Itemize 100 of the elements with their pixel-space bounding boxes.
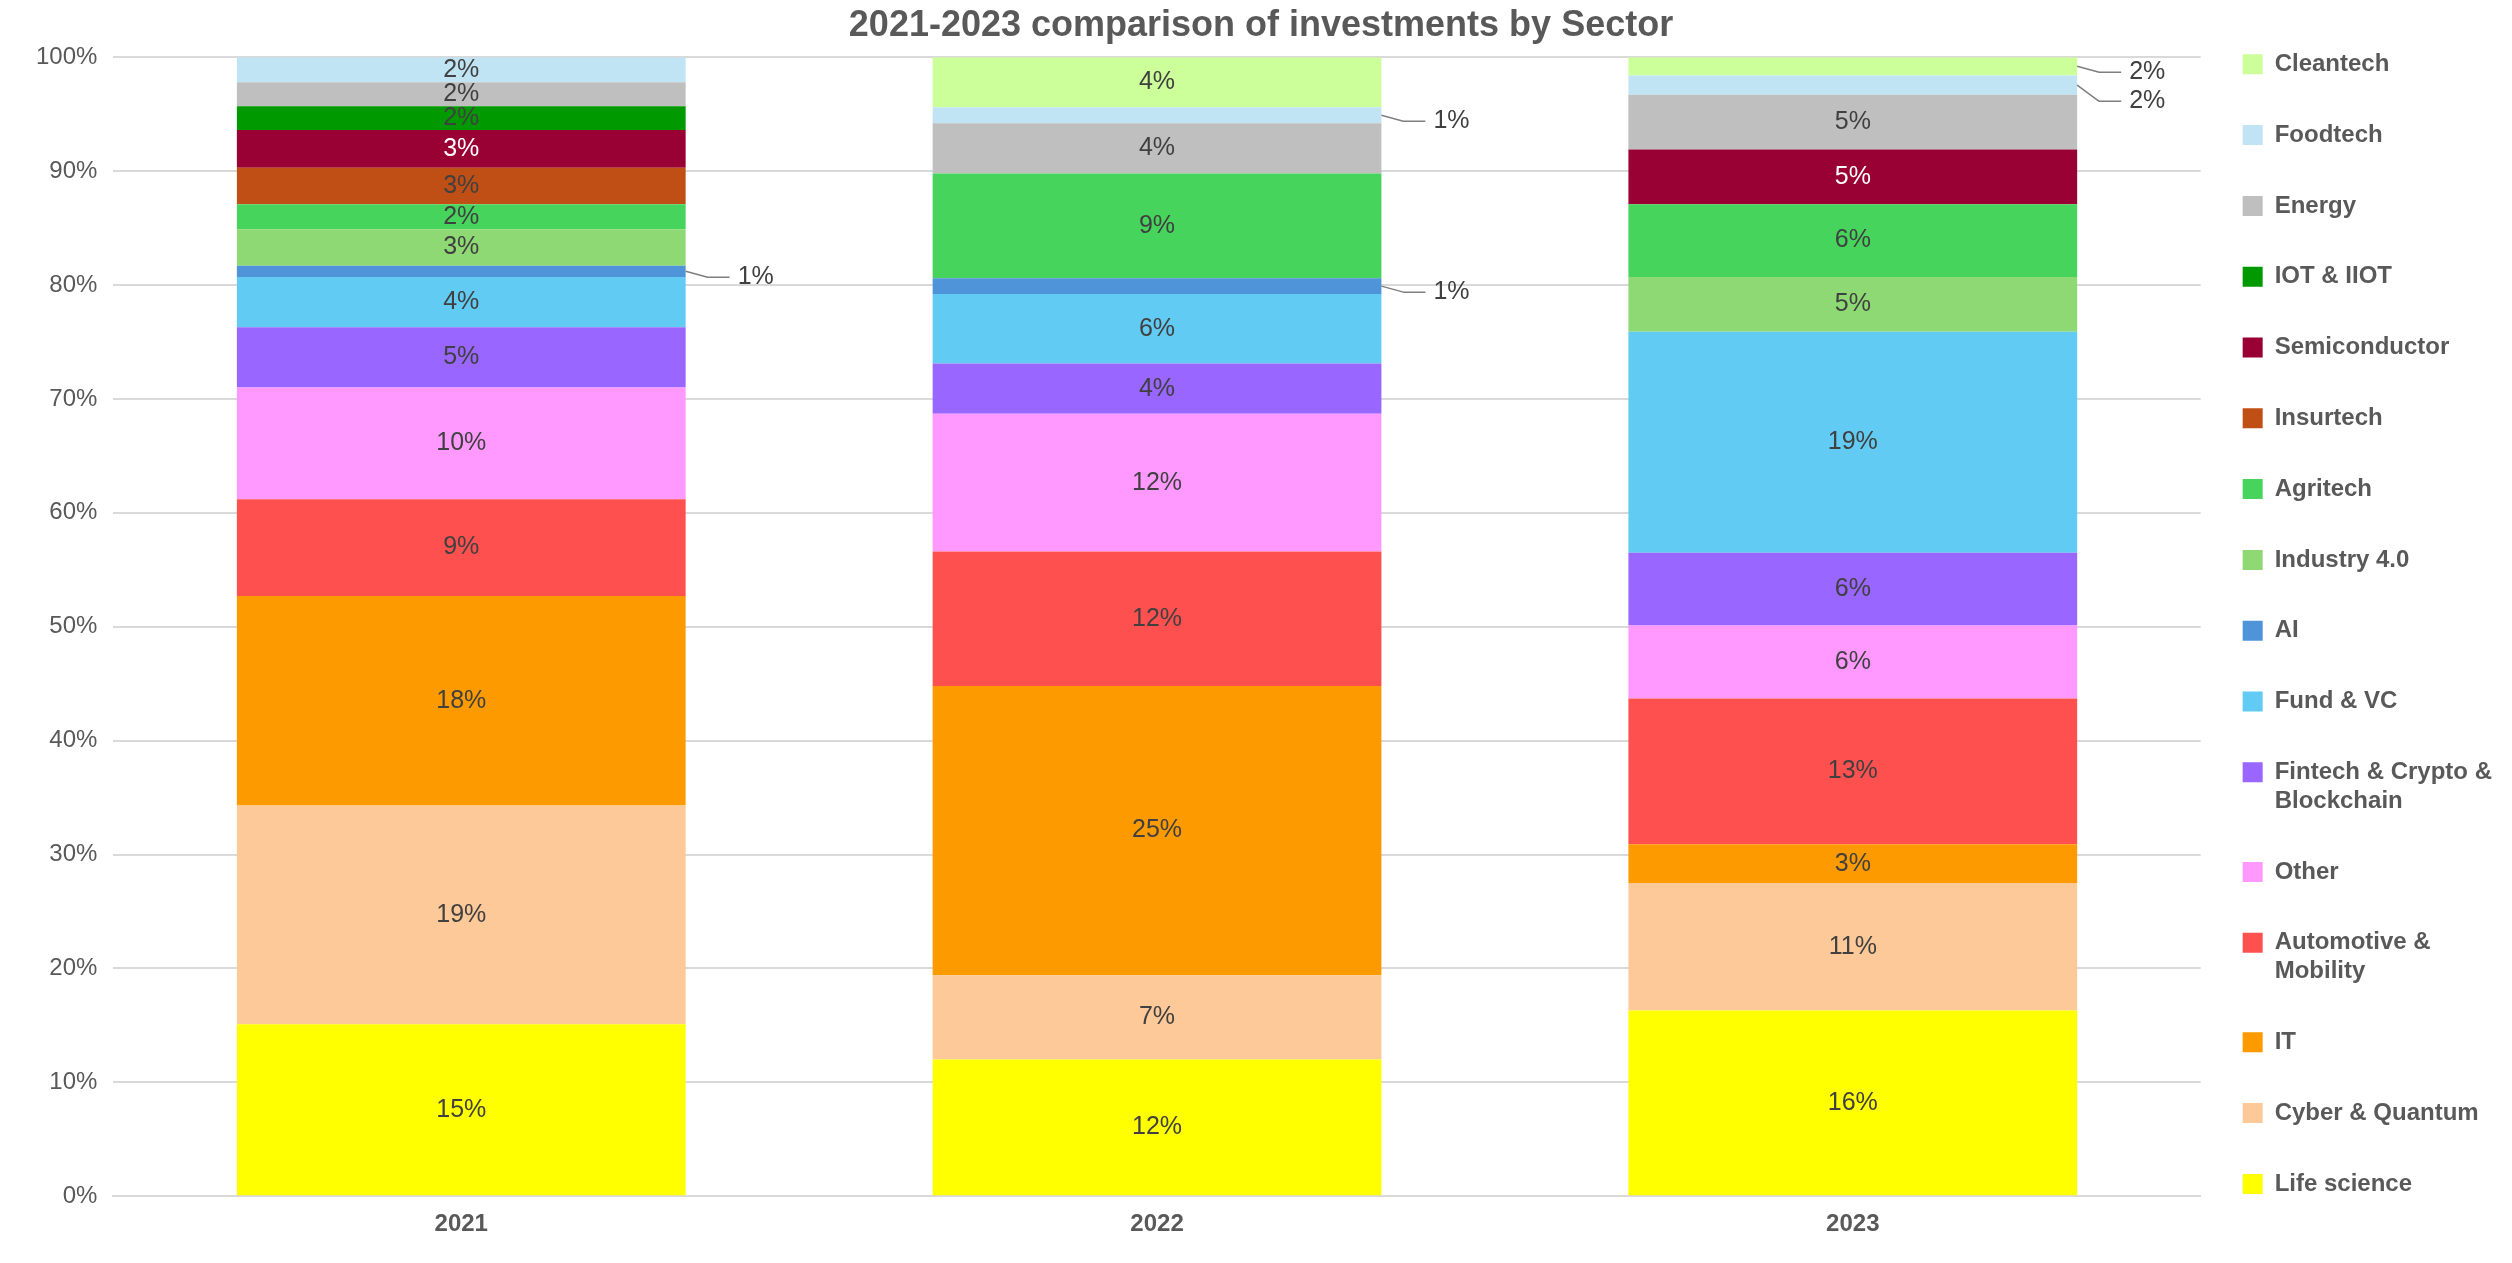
legend-label: Agritech bbox=[2274, 473, 2373, 501]
legend-label: Energy bbox=[2274, 190, 2357, 218]
data-label: 3% bbox=[443, 231, 480, 260]
y-tick-label: 50% bbox=[49, 611, 98, 639]
bar bbox=[236, 387, 686, 500]
bar bbox=[236, 327, 686, 388]
data-label: 5% bbox=[1834, 106, 1871, 135]
data-label: 2% bbox=[2129, 85, 2166, 114]
data-label: 11% bbox=[1828, 930, 1877, 959]
legend-label: Foodtech bbox=[2274, 119, 2383, 147]
y-tick-label: 90% bbox=[49, 155, 98, 183]
legend-label: IT bbox=[2274, 1026, 2297, 1054]
data-label: 5% bbox=[1834, 160, 1871, 189]
data-label: 4% bbox=[1138, 66, 1176, 95]
legend-label: Other bbox=[2274, 856, 2339, 884]
data-label: 19% bbox=[436, 898, 487, 927]
data-label: 13% bbox=[1827, 755, 1878, 784]
bar bbox=[236, 57, 686, 83]
y-tick-label: 10% bbox=[49, 1066, 98, 1094]
bar bbox=[932, 551, 1382, 686]
bar bbox=[932, 173, 1382, 279]
legend-label: Fintech & Crypto & Blockchain bbox=[2274, 756, 2493, 813]
data-label: 4% bbox=[443, 285, 480, 314]
data-label: 5% bbox=[443, 341, 480, 370]
y-tick-label: 20% bbox=[49, 953, 98, 981]
y-tick-label: 30% bbox=[49, 839, 98, 867]
data-label: 6% bbox=[1834, 224, 1871, 253]
x-tick-label: 2023 bbox=[1826, 1209, 1880, 1237]
bar bbox=[1628, 625, 2078, 699]
bar bbox=[1628, 75, 2078, 95]
bar bbox=[236, 130, 686, 168]
data-label: 10% bbox=[436, 427, 487, 456]
data-label: 12% bbox=[1132, 466, 1183, 495]
data-label: 4% bbox=[1138, 132, 1176, 161]
data-label: 12% bbox=[1132, 602, 1183, 631]
bar bbox=[1628, 149, 2078, 205]
y-tick-label: 0% bbox=[62, 1180, 98, 1208]
legend-label: Industry 4.0 bbox=[2274, 544, 2410, 572]
bar bbox=[1628, 1010, 2078, 1196]
data-label: 9% bbox=[1138, 209, 1176, 238]
data-label: 6% bbox=[1834, 573, 1871, 601]
data-label: 15% bbox=[436, 1093, 487, 1122]
data-label: 4% bbox=[1138, 372, 1176, 401]
data-label: 9% bbox=[443, 531, 480, 560]
bar bbox=[1628, 331, 2078, 553]
bar bbox=[236, 805, 686, 1025]
data-label: 7% bbox=[1138, 1001, 1176, 1030]
y-tick-label: 40% bbox=[49, 725, 98, 753]
legend-label: Automotive & Mobility bbox=[2274, 927, 2431, 984]
bar bbox=[236, 595, 686, 806]
data-label: 1% bbox=[1433, 276, 1470, 305]
legend-label: Cyber & Quantum bbox=[2274, 1097, 2479, 1125]
bar bbox=[932, 975, 1382, 1060]
data-label: 1% bbox=[1433, 105, 1470, 134]
bar bbox=[236, 82, 686, 107]
data-label: 12% bbox=[1132, 1111, 1183, 1140]
bar bbox=[1628, 204, 2078, 278]
bar bbox=[236, 106, 686, 131]
data-label: 3% bbox=[1834, 847, 1871, 876]
legend-label: Cleantech bbox=[2274, 48, 2390, 76]
y-tick-label: 70% bbox=[49, 383, 98, 411]
bar bbox=[1628, 844, 2078, 883]
legend-label: Insurtech bbox=[2274, 402, 2383, 430]
y-tick-label: 100% bbox=[35, 41, 98, 69]
bar bbox=[236, 1024, 686, 1196]
data-label: 2% bbox=[2129, 56, 2166, 85]
y-tick-label: 80% bbox=[49, 269, 98, 297]
bar bbox=[932, 1059, 1382, 1196]
data-label: 6% bbox=[1138, 312, 1176, 341]
bar bbox=[1628, 94, 2078, 150]
data-label: 18% bbox=[436, 684, 487, 713]
bar bbox=[236, 277, 686, 328]
bar bbox=[932, 107, 1382, 124]
chart-title: 2021-2023 comparison of investments by Sector bbox=[848, 2, 1674, 44]
x-tick-label: 2022 bbox=[1130, 1209, 1184, 1237]
bar bbox=[932, 413, 1382, 552]
legend-label: IOT & IIOT bbox=[2274, 261, 2393, 289]
bar bbox=[236, 204, 686, 230]
bar bbox=[236, 265, 686, 278]
data-label: 5% bbox=[1834, 288, 1871, 317]
bar bbox=[932, 685, 1382, 976]
data-label: 16% bbox=[1827, 1086, 1878, 1115]
data-label: 25% bbox=[1132, 814, 1183, 843]
bar bbox=[1628, 698, 2078, 845]
data-label: 3% bbox=[443, 132, 480, 161]
bar bbox=[932, 294, 1382, 364]
bar bbox=[1628, 57, 2078, 76]
data-label: 1% bbox=[737, 261, 774, 290]
bar bbox=[236, 229, 686, 266]
legend-label: AI bbox=[2274, 615, 2299, 643]
data-label: 2% bbox=[443, 200, 480, 229]
bar bbox=[932, 123, 1382, 174]
legend-label: Semiconductor bbox=[2274, 332, 2450, 360]
data-label: 3% bbox=[443, 169, 480, 198]
bar bbox=[1628, 277, 2078, 332]
x-tick-label: 2021 bbox=[434, 1209, 488, 1237]
bar bbox=[1628, 552, 2078, 626]
y-tick-label: 60% bbox=[49, 497, 98, 525]
bar bbox=[932, 278, 1382, 295]
bar bbox=[236, 167, 686, 205]
